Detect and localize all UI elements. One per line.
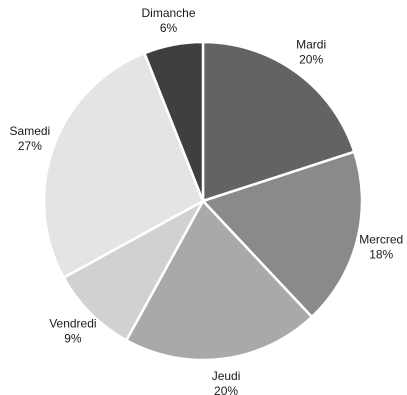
slice-value-label: 20% — [214, 384, 238, 395]
slice-label-mardi: Mardi 20% — [296, 38, 326, 67]
slices-layer — [42, 40, 364, 362]
slice-value-label: 9% — [64, 332, 82, 346]
pie-slice-mardi — [201, 40, 356, 203]
slice-category-label: Samedi — [10, 124, 51, 138]
slice-label-samedi: Samedi 27% — [10, 124, 51, 153]
labels-layer: Mardi 20%Mercred 18%Jeudi 20%Vendredi 9%Same… — [10, 6, 404, 395]
slice-category-label: Mercred — [359, 232, 403, 246]
slice-category-label: Vendredi — [49, 317, 96, 331]
slice-value-label: 6% — [160, 21, 178, 35]
slice-value-label: 18% — [369, 247, 393, 261]
slice-category-label: Mardi — [296, 38, 326, 52]
slice-label-mercred: Mercred 18% — [359, 232, 403, 261]
slice-category-label: Dimanche — [142, 6, 196, 20]
pie-slice-vendredi — [62, 199, 205, 342]
pie-slice-mercred — [201, 150, 364, 319]
slice-label-dimanche: Dimanche 6% — [142, 6, 196, 35]
pie-slice-samedi — [42, 51, 205, 279]
slice-label-vendredi: Vendredi 9% — [49, 317, 96, 346]
slice-value-label: 20% — [299, 53, 323, 67]
pie-slice-jeudi — [125, 199, 314, 362]
slice-value-label: 27% — [18, 139, 42, 153]
slice-label-jeudi: Jeudi 20% — [212, 369, 241, 395]
slice-category-label: Jeudi — [212, 369, 241, 383]
pie-slice-dimanche — [143, 40, 205, 203]
